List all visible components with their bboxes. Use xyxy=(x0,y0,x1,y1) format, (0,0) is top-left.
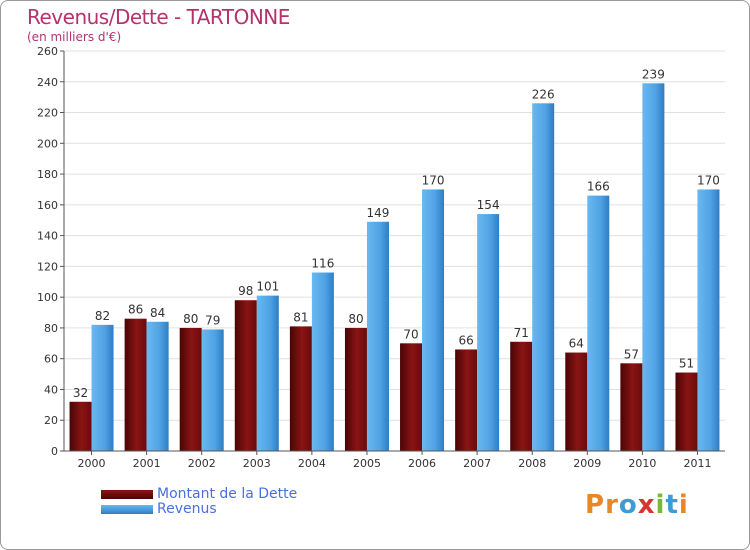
xtick-label-2011: 2011 xyxy=(683,457,711,470)
value-label-debt-2000: 32 xyxy=(73,386,88,400)
bar-revenue-2009 xyxy=(587,195,610,451)
value-label-debt-2007: 66 xyxy=(458,333,473,347)
axis-layer: 0 20 40 60 80 100 120 140 160 180 200 220 240 260 2000… xyxy=(37,45,725,470)
legend-swatch-debt xyxy=(101,490,153,499)
value-label-revenue-2007: 154 xyxy=(477,198,500,212)
ytick-label-20: 20 xyxy=(44,414,58,427)
value-label-revenue-2008: 226 xyxy=(532,87,555,101)
legend-item-revenue: Revenus xyxy=(101,502,297,517)
chart-subtitle: (en milliers d'€) xyxy=(27,30,122,44)
value-label-revenue-2002: 79 xyxy=(205,313,220,327)
bar-revenue-2004 xyxy=(311,272,334,451)
value-label-revenue-2005: 149 xyxy=(367,206,390,220)
value-label-revenue-2011: 170 xyxy=(697,173,720,187)
bar-debt-2005 xyxy=(344,327,367,451)
bar-revenue-2005 xyxy=(366,221,389,451)
xtick-label-2004: 2004 xyxy=(298,457,326,470)
bar-debt-2006 xyxy=(400,343,423,451)
xtick-label-2009: 2009 xyxy=(573,457,601,470)
ytick-label-40: 40 xyxy=(44,383,58,396)
legend-label-revenue: Revenus xyxy=(157,501,217,517)
xtick-label-2008: 2008 xyxy=(518,457,546,470)
value-label-debt-2009: 64 xyxy=(569,337,584,351)
logo-letter: i xyxy=(678,490,689,520)
ytick-label-100: 100 xyxy=(37,291,58,304)
value-label-revenue-2010: 239 xyxy=(642,67,665,81)
value-label-revenue-2006: 170 xyxy=(422,173,445,187)
value-label-revenue-2009: 166 xyxy=(587,180,610,194)
logo-letter: x xyxy=(637,490,656,520)
value-label-debt-2004: 81 xyxy=(293,310,308,324)
bar-revenue-2006 xyxy=(422,189,445,451)
xtick-label-2005: 2005 xyxy=(353,457,381,470)
legend: Montant de la Dette Revenus xyxy=(101,487,297,517)
xtick-label-2000: 2000 xyxy=(78,457,106,470)
logo-letter: r xyxy=(605,490,619,520)
bar-revenue-2007 xyxy=(477,214,500,451)
bar-debt-2000 xyxy=(69,401,92,451)
value-label-revenue-2000: 82 xyxy=(95,309,110,323)
bar-debt-2009 xyxy=(565,352,588,451)
bar-debt-2004 xyxy=(289,326,312,451)
logo-letter: t xyxy=(665,490,679,520)
value-label-debt-2003: 98 xyxy=(238,284,253,298)
bar-revenue-2001 xyxy=(146,321,169,451)
value-label-debt-2002: 80 xyxy=(183,312,198,326)
bar-debt-2010 xyxy=(620,363,643,451)
value-label-debt-2011: 51 xyxy=(679,357,694,371)
legend-swatch-revenue xyxy=(101,505,153,514)
xtick-label-2006: 2006 xyxy=(408,457,436,470)
ytick-label-180: 180 xyxy=(37,168,58,181)
xtick-label-2007: 2007 xyxy=(463,457,491,470)
bar-debt-2001 xyxy=(124,318,147,451)
proxiti-logo: Proxiti xyxy=(585,490,689,520)
bar-debt-2008 xyxy=(510,341,533,451)
ytick-label-260: 260 xyxy=(37,45,58,58)
value-label-debt-2005: 80 xyxy=(348,312,363,326)
ytick-label-0: 0 xyxy=(51,445,58,458)
ytick-label-200: 200 xyxy=(37,137,58,150)
ytick-label-80: 80 xyxy=(44,322,58,335)
xtick-label-2001: 2001 xyxy=(133,457,161,470)
value-label-revenue-2003: 101 xyxy=(256,280,279,294)
value-label-debt-2008: 71 xyxy=(514,326,529,340)
bar-revenue-2002 xyxy=(201,329,224,451)
value-label-debt-2010: 57 xyxy=(624,347,639,361)
legend-item-debt: Montant de la Dette xyxy=(101,487,297,502)
logo-letter: o xyxy=(618,490,638,520)
bar-revenue-2011 xyxy=(697,189,720,451)
bar-revenue-2008 xyxy=(532,103,555,452)
chart-title: Revenus/Dette - TARTONNE xyxy=(27,5,290,29)
bar-debt-2007 xyxy=(455,349,478,451)
xtick-label-2003: 2003 xyxy=(243,457,271,470)
xtick-label-2002: 2002 xyxy=(188,457,216,470)
logo-text: Proxiti xyxy=(585,490,689,520)
bar-revenue-2003 xyxy=(256,295,279,451)
bar-revenue-2010 xyxy=(642,83,665,452)
ytick-label-140: 140 xyxy=(37,230,58,243)
logo-letter: i xyxy=(655,490,666,520)
value-label-debt-2001: 86 xyxy=(128,303,143,317)
value-label-revenue-2001: 84 xyxy=(150,306,165,320)
ytick-label-60: 60 xyxy=(44,353,58,366)
ytick-label-240: 240 xyxy=(37,76,58,89)
bar-debt-2003 xyxy=(234,300,257,451)
bars-layer: 32 82 86 84 80 79 98 101 81 116 80 149 70 170 66 154 71 2… xyxy=(69,67,720,452)
ytick-label-220: 220 xyxy=(37,107,58,120)
ytick-label-120: 120 xyxy=(37,260,58,273)
value-label-revenue-2004: 116 xyxy=(311,257,334,271)
logo-letter: P xyxy=(585,490,606,520)
bar-revenue-2000 xyxy=(91,324,114,451)
legend-label-debt: Montant de la Dette xyxy=(157,486,298,502)
value-label-debt-2006: 70 xyxy=(403,327,418,341)
xtick-label-2010: 2010 xyxy=(628,457,656,470)
bar-debt-2011 xyxy=(675,372,698,451)
ytick-label-160: 160 xyxy=(37,199,58,212)
bar-debt-2002 xyxy=(179,327,202,451)
